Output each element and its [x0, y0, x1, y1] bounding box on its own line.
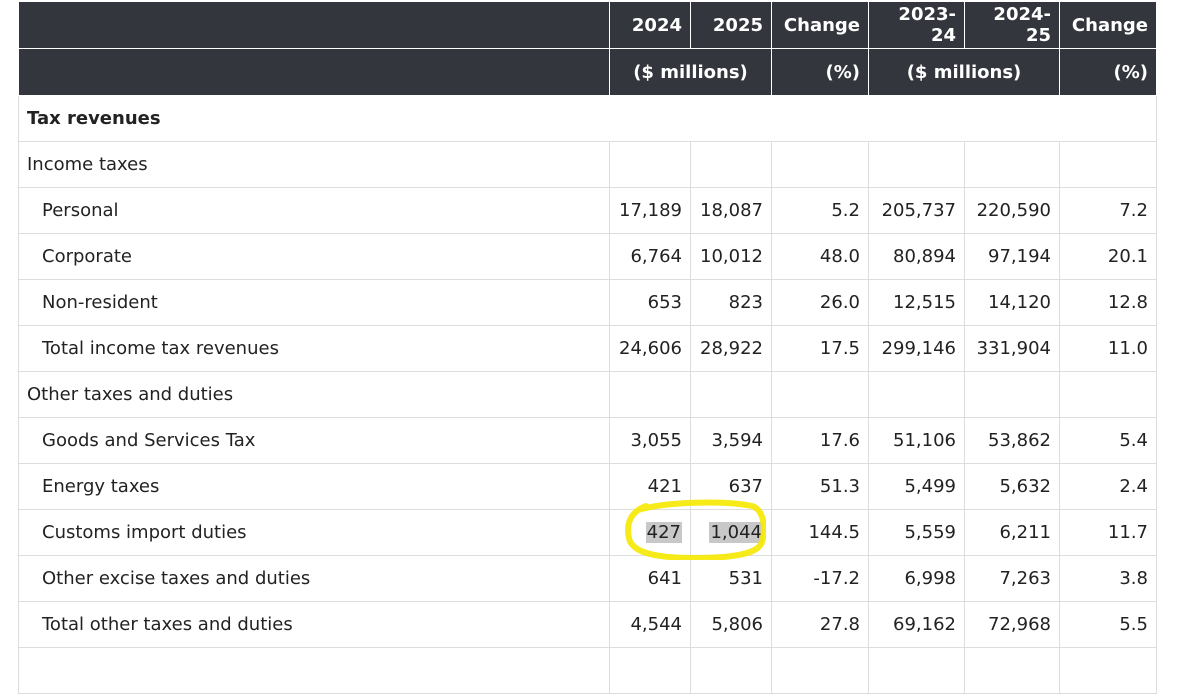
table-row: Personal 17,189 18,087 5.2 205,737 220,5…: [18, 187, 1157, 234]
cell-2024: 427: [609, 509, 691, 556]
cell-change: 17.6: [771, 417, 869, 464]
cell-2024: 653: [609, 279, 691, 326]
cell-2024: 3,055: [609, 417, 691, 464]
header-row-years: 2024 2025 Change 2023-24 2024-25 Change: [18, 2, 1157, 49]
cell-2025: 3,594: [690, 417, 772, 464]
cell-change-ytd: 12.8: [1059, 279, 1157, 326]
header-pct-monthly: (%): [771, 48, 869, 96]
cell-change: 48.0: [771, 233, 869, 280]
cell-2023-24: 5,499: [868, 463, 965, 510]
cell-2024-25: 7,263: [964, 555, 1060, 602]
table-row: Energy taxes 421 637 51.3 5,499 5,632 2.…: [18, 463, 1157, 510]
cell-2024-25: 6,211: [964, 509, 1060, 556]
cell-change: 27.8: [771, 601, 869, 648]
cell-change: 17.5: [771, 325, 869, 372]
cell-change-ytd: 7.2: [1059, 187, 1157, 234]
cell-2024-25: 220,590: [964, 187, 1060, 234]
row-label: Other excise taxes and duties: [18, 555, 610, 602]
cell-2025: 18,087: [690, 187, 772, 234]
cell-2024: 6,764: [609, 233, 691, 280]
cell-2023-24: 205,737: [868, 187, 965, 234]
text-highlight: 1,044: [709, 522, 763, 543]
header-blank: [18, 2, 610, 49]
subsection-row-income-taxes: Income taxes: [18, 141, 1157, 188]
cell-2024-25: 97,194: [964, 233, 1060, 280]
row-label: Goods and Services Tax: [18, 417, 610, 464]
table-row: Other excise taxes and duties 641 531 -1…: [18, 555, 1157, 602]
cell-2024-25: 72,968: [964, 601, 1060, 648]
section-row-tax-revenues: Tax revenues: [18, 95, 1157, 142]
header-2023-24: 2023-24: [868, 2, 965, 49]
header-change-ytd: Change: [1059, 2, 1157, 49]
cell-2024-25: 5,632: [964, 463, 1060, 510]
cell-change-ytd: 11.7: [1059, 509, 1157, 556]
cell-change: 51.3: [771, 463, 869, 510]
row-label: Personal: [18, 187, 610, 234]
cell-change: -17.2: [771, 555, 869, 602]
cell-2023-24: 80,894: [868, 233, 965, 280]
header-2025: 2025: [690, 2, 772, 49]
cell-2024: 641: [609, 555, 691, 602]
header-2024-25: 2024-25: [964, 2, 1060, 49]
cell-2024: 24,606: [609, 325, 691, 372]
cell-2024: 4,544: [609, 601, 691, 648]
cell-2024-25: 53,862: [964, 417, 1060, 464]
cell-2023-24: 12,515: [868, 279, 965, 326]
cell-change-ytd: 3.8: [1059, 555, 1157, 602]
cell-2024-25: 14,120: [964, 279, 1060, 326]
table-row: Total other taxes and duties 4,544 5,806…: [18, 601, 1157, 648]
row-label: Total other taxes and duties: [18, 601, 610, 648]
table-row: Goods and Services Tax 3,055 3,594 17.6 …: [18, 417, 1157, 464]
cell-2023-24: 5,559: [868, 509, 965, 556]
cell-2023-24: 299,146: [868, 325, 965, 372]
row-label: Non-resident: [18, 279, 610, 326]
header-blank-2: [18, 48, 610, 96]
cell-change-ytd: 2.4: [1059, 463, 1157, 510]
table-row-partial: [18, 647, 1157, 694]
row-label: Total income tax revenues: [18, 325, 610, 372]
header-row-units: ($ millions) (%) ($ millions) (%): [18, 48, 1157, 96]
cell-change: 5.2: [771, 187, 869, 234]
cell-change: 144.5: [771, 509, 869, 556]
cell-2025: 10,012: [690, 233, 772, 280]
table-row-highlighted: Customs import duties 427 1,044 144.5 5,…: [18, 509, 1157, 556]
cell-2025: 823: [690, 279, 772, 326]
row-label: Corporate: [18, 233, 610, 280]
cell-2024: 421: [609, 463, 691, 510]
cell-2023-24: 69,162: [868, 601, 965, 648]
cell-2025: 28,922: [690, 325, 772, 372]
subsection-row-other-taxes: Other taxes and duties: [18, 371, 1157, 418]
row-label: Energy taxes: [18, 463, 610, 510]
cell-2025: 1,044: [690, 509, 772, 556]
table-row: Corporate 6,764 10,012 48.0 80,894 97,19…: [18, 233, 1157, 280]
header-millions-ytd: ($ millions): [868, 48, 1060, 96]
header-millions-monthly: ($ millions): [609, 48, 772, 96]
row-label: Customs import duties: [18, 509, 610, 556]
cell-change-ytd: 20.1: [1059, 233, 1157, 280]
cell-2023-24: 6,998: [868, 555, 965, 602]
table-row: Total income tax revenues 24,606 28,922 …: [18, 325, 1157, 372]
section-title-tax-revenues: Tax revenues: [18, 95, 1157, 142]
cell-2023-24: 51,106: [868, 417, 965, 464]
revenue-table: 2024 2025 Change 2023-24 2024-25 Change …: [18, 2, 1157, 694]
cell-2025: 5,806: [690, 601, 772, 648]
revenue-table-container: 2024 2025 Change 2023-24 2024-25 Change …: [18, 2, 1157, 694]
cell-2025: 637: [690, 463, 772, 510]
header-2024: 2024: [609, 2, 691, 49]
header-pct-ytd: (%): [1059, 48, 1157, 96]
cell-change-ytd: 11.0: [1059, 325, 1157, 372]
header-change-monthly: Change: [771, 2, 869, 49]
cell-change: 26.0: [771, 279, 869, 326]
cell-2024-25: 331,904: [964, 325, 1060, 372]
cell-change-ytd: 5.4: [1059, 417, 1157, 464]
table-row: Non-resident 653 823 26.0 12,515 14,120 …: [18, 279, 1157, 326]
subsection-title-income-taxes: Income taxes: [18, 141, 610, 188]
subsection-title-other-taxes: Other taxes and duties: [18, 371, 610, 418]
cell-2024: 17,189: [609, 187, 691, 234]
cell-2025: 531: [690, 555, 772, 602]
cell-change-ytd: 5.5: [1059, 601, 1157, 648]
text-highlight: 427: [645, 522, 682, 543]
